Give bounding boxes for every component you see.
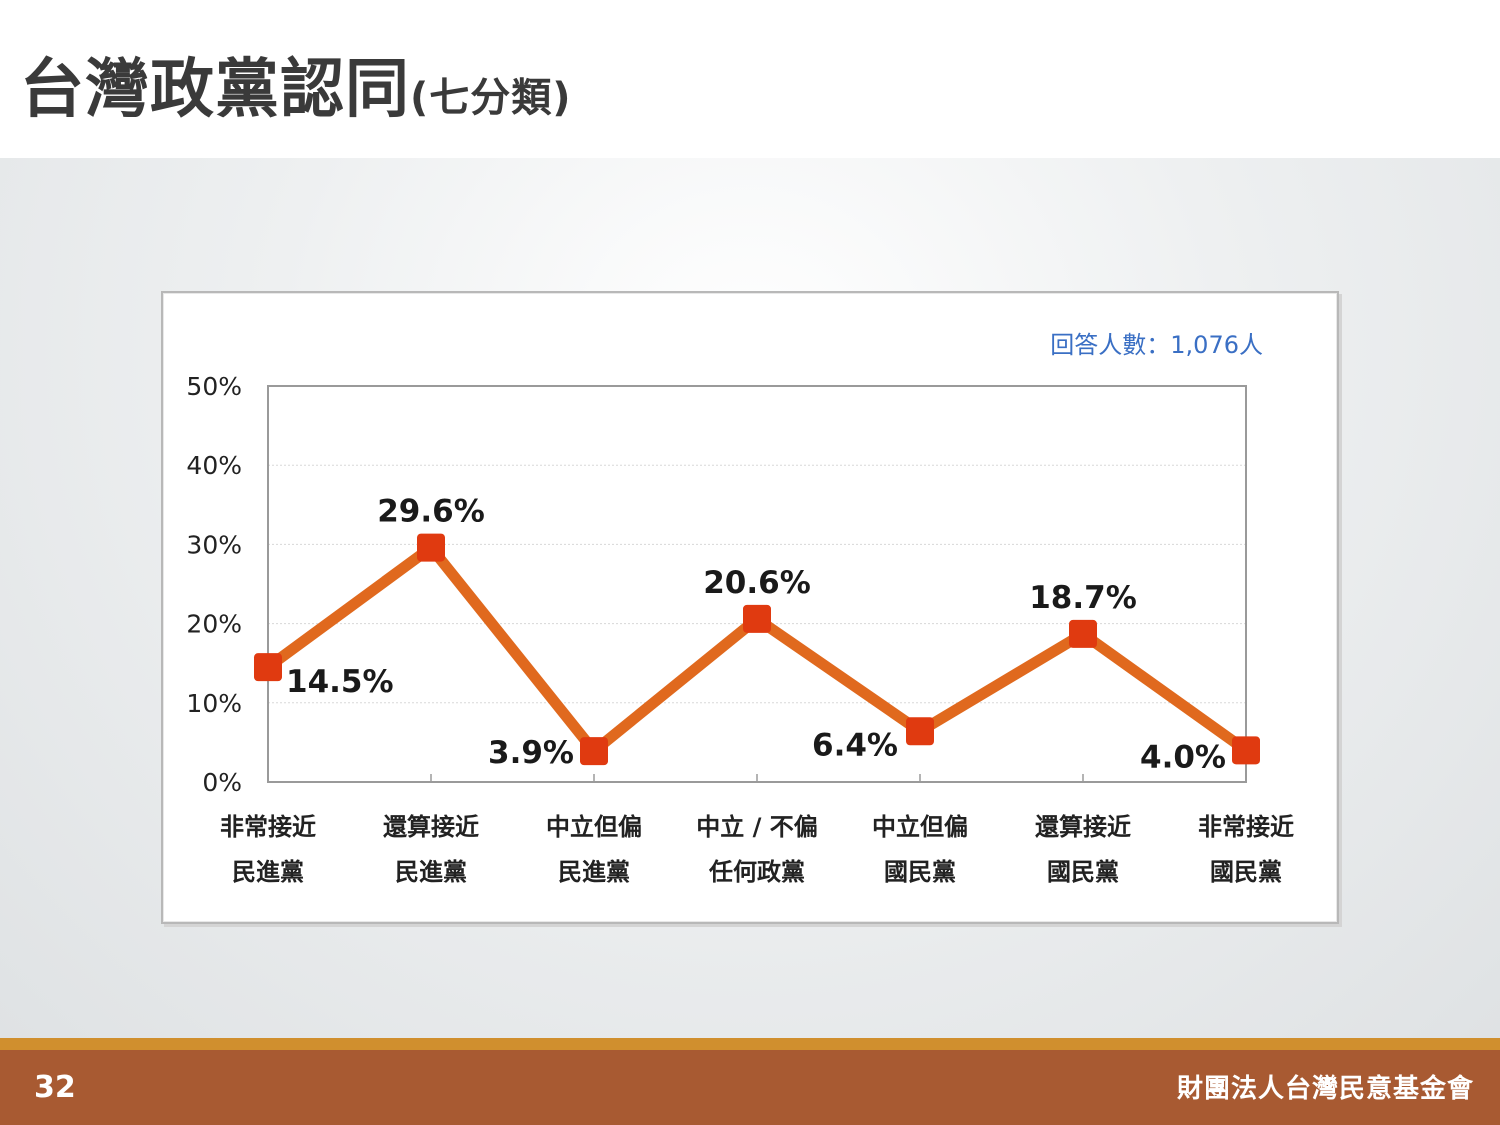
y-axis-ticks: 0% 10% 20% 30% 40% 50%	[186, 372, 242, 797]
data-label: 4.0%	[1140, 739, 1226, 775]
respondent-count-note: 回答人數：1,076人	[1050, 331, 1263, 359]
x-category-label-line1: 還算接近	[1035, 813, 1131, 841]
page-title-sub: (七分類)	[410, 75, 572, 121]
y-tick-label: 0%	[202, 768, 242, 797]
y-tick-label: 50%	[186, 372, 242, 401]
x-category-label-line2: 國民黨	[884, 858, 956, 886]
data-point-marker	[1232, 736, 1260, 765]
chart-panel: 回答人數：1,076人 0% 10% 20% 30% 40% 50% 非常接近民進黨 還算接…	[161, 291, 1339, 924]
x-category-label-line1: 中立 / 不偏	[696, 813, 817, 841]
x-axis-ticks	[267, 774, 1247, 782]
x-category-label-line2: 國民黨	[1047, 858, 1119, 886]
data-label: 3.9%	[488, 735, 574, 771]
y-tick-label: 20%	[186, 610, 242, 639]
page-title-main: 台灣政黨認同	[20, 53, 410, 127]
y-tick-label: 30%	[186, 530, 242, 559]
data-point-marker	[254, 653, 282, 682]
page-number: 32	[34, 1070, 76, 1105]
data-labels: 14.5% 29.6% 3.9% 20.6% 6.4% 18.7% 4.0%	[286, 494, 1226, 776]
data-point-marker	[906, 717, 934, 746]
data-markers	[254, 533, 1260, 766]
x-category-label-line1: 非常接近	[1198, 813, 1294, 841]
data-point-marker	[1069, 619, 1097, 648]
y-tick-label: 10%	[186, 689, 242, 718]
x-category-label-line2: 國民黨	[1210, 858, 1282, 886]
x-category-label-line2: 民進黨	[395, 858, 467, 886]
data-point-marker	[580, 737, 608, 766]
data-label: 6.4%	[812, 727, 898, 763]
y-tick-label: 40%	[186, 451, 242, 480]
data-label: 29.6%	[377, 494, 485, 530]
x-category-label-line1: 非常接近	[220, 813, 316, 841]
data-label: 14.5%	[286, 664, 394, 700]
data-point-marker	[417, 533, 445, 562]
data-point-marker	[743, 604, 771, 633]
x-category-label-line2: 任何政黨	[708, 858, 805, 886]
footer-accent-line	[0, 1038, 1500, 1050]
x-category-label-line2: 民進黨	[558, 858, 630, 886]
x-category-label-line1: 中立但偏	[546, 813, 642, 841]
organization-name: 財團法人台灣民意基金會	[1176, 1074, 1474, 1104]
title-band: 台灣政黨認同(七分類)	[0, 0, 1500, 158]
page-title: 台灣政黨認同(七分類)	[20, 38, 572, 130]
data-label: 20.6%	[703, 565, 811, 601]
x-category-label-line1: 中立但偏	[872, 813, 968, 841]
footer-bar: 32 財團法人台灣民意基金會	[0, 1050, 1500, 1125]
x-category-label-line2: 民進黨	[232, 858, 304, 886]
data-label: 18.7%	[1029, 580, 1137, 616]
x-category-label-line1: 還算接近	[383, 813, 479, 841]
